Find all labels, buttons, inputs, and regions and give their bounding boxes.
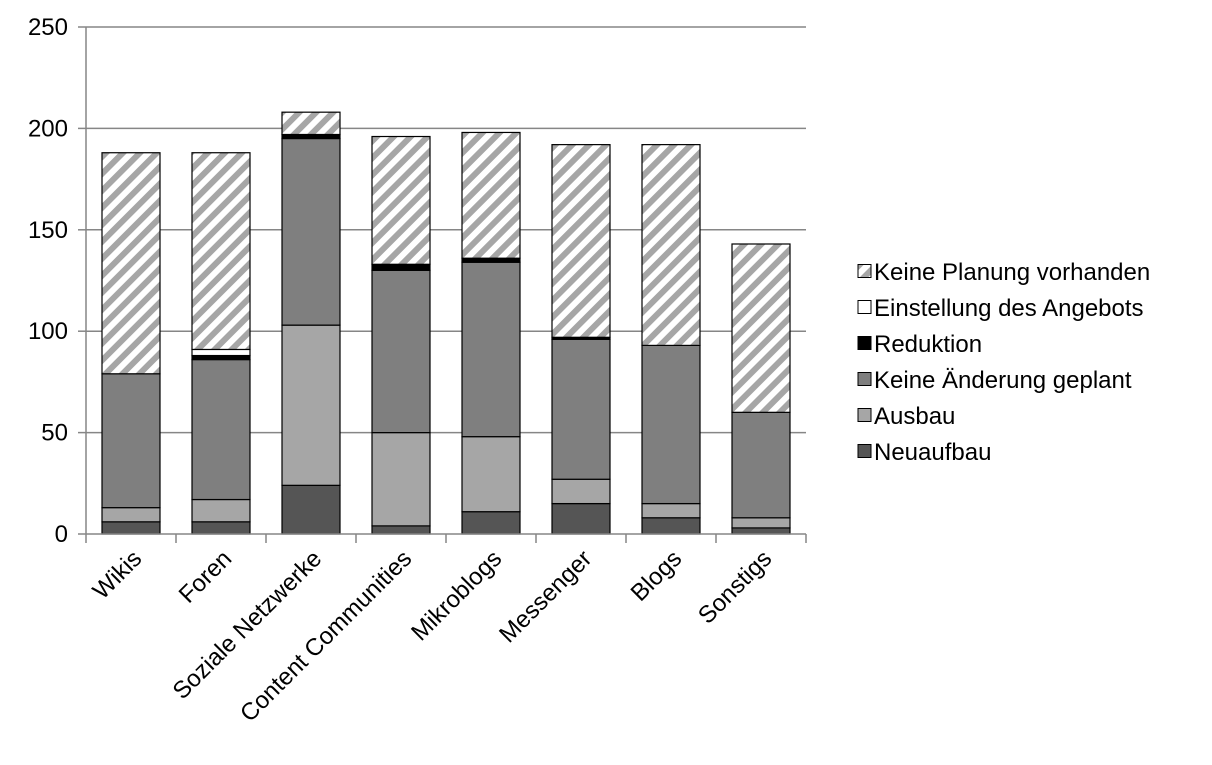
- bar-segment-keine-nderung-geplant: [191, 358, 251, 501]
- y-tick-label: 150: [28, 217, 68, 244]
- x-category-label: Soziale Netzwerke: [168, 545, 328, 705]
- axes: [78, 26, 807, 543]
- bar-segment-keine-planung-vorhanden: [191, 152, 251, 351]
- legend-swatch: [857, 336, 872, 350]
- bar-segment-neuaufbau: [461, 511, 521, 535]
- legend-item-reduktion: Reduktion: [857, 331, 982, 358]
- legend-label: Neuaufbau: [874, 439, 991, 466]
- legend-swatch: [857, 372, 872, 386]
- legend-swatch: [857, 300, 872, 314]
- bar-segment-keine-nderung-geplant: [281, 137, 341, 326]
- y-tick-labels: 0 50 100 150 200 250: [28, 14, 68, 548]
- bar-stack-sonstigs: [731, 243, 791, 535]
- bar-segment-keine-planung-vorhanden: [641, 144, 701, 346]
- bar-segment-neuaufbau: [101, 521, 161, 535]
- y-tick-label: 250: [28, 14, 68, 41]
- bar-segment-neuaufbau: [551, 502, 611, 535]
- legend: Keine Planung vorhanden Einstellung des A…: [857, 259, 1150, 466]
- bar-stack-mikroblogs: [461, 131, 521, 535]
- y-tick-label: 50: [41, 420, 68, 447]
- bar-segment-neuaufbau: [731, 527, 791, 535]
- legend-item-keine-planung-vorhanden: Keine Planung vorhanden: [857, 259, 1150, 286]
- bar-segment-keine-nderung-geplant: [731, 411, 791, 519]
- bar-segment-keine-nderung-geplant: [551, 338, 611, 480]
- bar-stack-content-communities: [371, 135, 431, 535]
- bar-segment-ausbau: [101, 507, 161, 523]
- bar-segment-einstellung-des-angebots: [191, 348, 251, 357]
- bar-segment-ausbau: [281, 324, 341, 486]
- bar-segment-reduktion: [281, 133, 341, 140]
- y-tick-label: 0: [55, 521, 68, 548]
- x-category-label: Blogs: [626, 545, 688, 607]
- bar-segment-keine-planung-vorhanden: [281, 111, 341, 136]
- x-category-label: Mikroblogs: [406, 545, 507, 646]
- y-tick-label: 200: [28, 115, 68, 142]
- bar-segment-neuaufbau: [641, 517, 701, 535]
- legend-item-ausbau: Ausbau: [857, 403, 955, 430]
- legend-label: Keine Planung vorhanden: [874, 259, 1150, 286]
- y-tick-label: 100: [28, 318, 68, 345]
- bar-segment-ausbau: [641, 502, 701, 519]
- bar-segment-ausbau: [551, 478, 611, 505]
- legend-swatch: [857, 264, 872, 278]
- legend-label: Ausbau: [874, 403, 955, 430]
- bar-segment-keine-planung-vorhanden: [461, 131, 521, 259]
- bar-stack-wikis: [101, 152, 161, 535]
- bar-segment-ausbau: [731, 517, 791, 529]
- bars: [101, 111, 791, 535]
- bar-segment-keine-nderung-geplant: [641, 344, 701, 505]
- bar-segment-reduktion: [371, 263, 431, 271]
- bar-stack-blogs: [641, 144, 701, 535]
- bar-segment-keine-planung-vorhanden: [551, 144, 611, 338]
- bar-stack-messenger: [551, 144, 611, 535]
- legend-item-einstellung-des-angebots: Einstellung des Angebots: [857, 295, 1144, 322]
- x-category-label: Content Communities: [235, 545, 417, 727]
- x-category-label: Foren: [174, 545, 237, 608]
- bar-segment-neuaufbau: [191, 521, 251, 535]
- bar-segment-keine-planung-vorhanden: [101, 152, 161, 375]
- bar-segment-keine-planung-vorhanden: [371, 135, 431, 265]
- bar-segment-ausbau: [461, 436, 521, 513]
- bar-segment-keine-nderung-geplant: [461, 261, 521, 438]
- legend-label: Reduktion: [874, 331, 982, 358]
- legend-item-neuaufbau: Neuaufbau: [857, 439, 991, 466]
- bar-segment-keine-nderung-geplant: [101, 373, 161, 509]
- bar-segment-reduktion: [461, 257, 521, 263]
- bar-segment-keine-planung-vorhanden: [731, 243, 791, 413]
- bar-segment-keine-nderung-geplant: [371, 269, 431, 434]
- bar-segment-ausbau: [191, 498, 251, 523]
- x-category-label: Sonstigs: [693, 545, 777, 629]
- legend-item-keine-nderung-geplant: Keine Änderung geplant: [857, 367, 1132, 394]
- bar-stack-soziale-netzwerke: [281, 111, 341, 535]
- legend-label: Keine Änderung geplant: [874, 367, 1132, 394]
- x-category-label: Messenger: [494, 545, 597, 648]
- bar-segment-neuaufbau: [281, 484, 341, 535]
- bar-segment-neuaufbau: [371, 525, 431, 535]
- bar-segment-reduktion: [191, 354, 251, 361]
- bar-segment-ausbau: [371, 432, 431, 527]
- bar-stack-foren: [191, 152, 251, 535]
- legend-swatch: [857, 408, 872, 422]
- legend-label: Einstellung des Angebots: [874, 295, 1144, 322]
- x-category-label: Wikis: [88, 545, 148, 605]
- legend-swatch: [857, 444, 872, 458]
